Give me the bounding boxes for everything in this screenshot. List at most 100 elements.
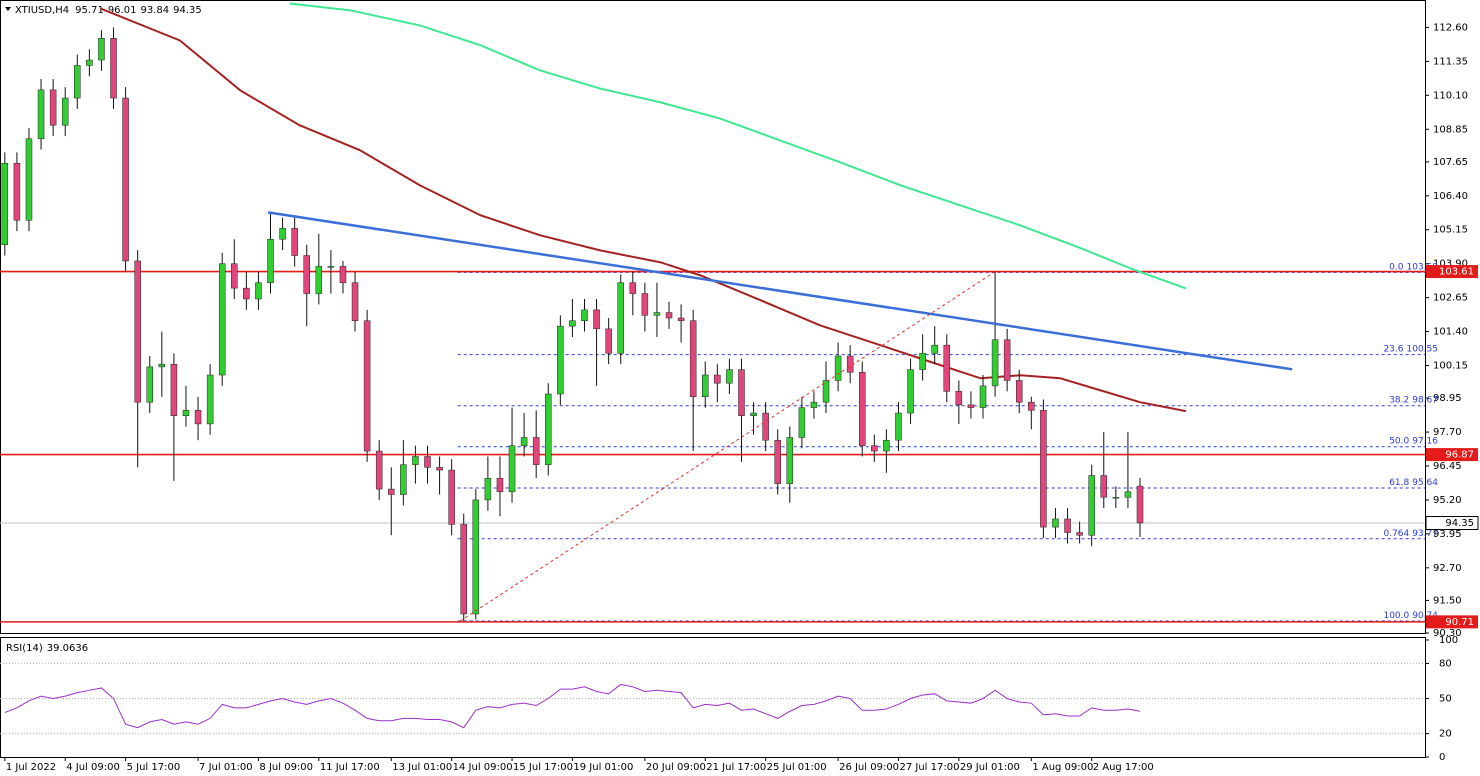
candle-body xyxy=(436,467,443,471)
chart-header: XTIUSD,H4 95.71 96.01 93.84 94.35 xyxy=(15,5,202,16)
candle-body xyxy=(146,366,153,403)
y-tick-label: 106.40 xyxy=(1433,191,1468,202)
fib-ratio: 61.8 xyxy=(1389,477,1409,487)
candle-body xyxy=(822,380,830,403)
candle-body xyxy=(1052,518,1059,528)
candle-body xyxy=(702,374,709,397)
candle-body xyxy=(738,369,745,417)
candle-body xyxy=(424,456,431,468)
price-panel-frame xyxy=(0,0,1426,634)
x-tick-label: 20 Jul 09:00 xyxy=(646,762,706,773)
fib-price: 100.55 xyxy=(1407,344,1439,354)
candle-body xyxy=(677,317,685,321)
candle-body xyxy=(907,369,914,414)
price-tag xyxy=(1426,265,1478,279)
candle-body xyxy=(1112,496,1120,499)
price-tag-label: 103.61 xyxy=(1439,267,1474,278)
candle-body xyxy=(786,437,794,484)
candle-body xyxy=(49,89,57,126)
candle-body xyxy=(665,312,673,319)
fib-ratio: 0.0 xyxy=(1389,262,1404,272)
header-arrow xyxy=(5,7,11,11)
fib-label: 61.8 95.64 xyxy=(1389,477,1438,487)
header-close: 94.35 xyxy=(173,5,202,16)
candle-body xyxy=(714,374,721,384)
candle-body xyxy=(532,437,540,465)
fib-ratio: 100.0 xyxy=(1383,611,1409,621)
candle-body xyxy=(182,410,190,417)
candle-body xyxy=(798,407,806,438)
rsi-y-tick-label: 100 xyxy=(1439,635,1458,646)
candle-body xyxy=(593,309,600,330)
candle-body xyxy=(400,464,407,495)
candle-body xyxy=(460,524,467,615)
candle-body xyxy=(496,477,504,493)
fib-price: 97.16 xyxy=(1412,436,1438,446)
candle-body xyxy=(967,404,975,408)
y-tick-label: 90.30 xyxy=(1433,628,1462,639)
x-tick-label: 27 Jul 17:00 xyxy=(899,762,959,773)
candle-body xyxy=(557,325,564,395)
rsi-y-tick-label: 80 xyxy=(1439,658,1452,669)
y-tick-label: 96.45 xyxy=(1433,461,1462,472)
x-tick-label: 4 Jul 09:00 xyxy=(66,762,120,773)
candle-body xyxy=(351,282,359,321)
price-tag xyxy=(1426,448,1478,462)
rsi-y-tick-label: 20 xyxy=(1439,729,1452,740)
candle-body xyxy=(158,363,166,368)
candle-body xyxy=(484,477,492,501)
candle-body xyxy=(74,65,81,99)
x-tick-label: 19 Jul 01:00 xyxy=(573,762,633,773)
candle-body xyxy=(569,320,576,327)
candle-body xyxy=(919,353,926,370)
candle-body xyxy=(858,372,866,446)
candle-body xyxy=(375,450,383,490)
y-tick-label: 107.65 xyxy=(1433,157,1468,168)
y-tick-label: 103.90 xyxy=(1433,259,1468,270)
candle-body xyxy=(267,239,274,283)
x-tick-label: 1 Jul 2022 xyxy=(6,762,56,773)
candle-body xyxy=(1028,401,1035,411)
candle-body xyxy=(943,344,951,392)
candle-body xyxy=(243,287,250,300)
candle-body xyxy=(810,401,818,408)
candle-body xyxy=(122,97,129,262)
symbol: XTIUSD,H4 xyxy=(15,5,69,16)
candle-body xyxy=(231,263,238,289)
candle-body xyxy=(750,412,757,417)
candle-body xyxy=(605,328,612,354)
trend-line xyxy=(459,271,995,622)
candle-body xyxy=(194,410,202,425)
candle-body xyxy=(218,263,226,376)
header-high: 96.01 xyxy=(108,5,137,16)
fib-label: 0.0 103.58 xyxy=(1389,262,1438,272)
candle-body xyxy=(1015,380,1023,403)
x-tick-label: 21 Jul 17:00 xyxy=(706,762,766,773)
candle-body xyxy=(508,445,516,493)
candle-body xyxy=(110,38,117,99)
candle-body xyxy=(834,355,842,381)
candle-body xyxy=(617,282,624,354)
candle-body xyxy=(1088,475,1095,536)
candle-body xyxy=(545,393,552,465)
y-tick-label: 102.65 xyxy=(1433,293,1468,304)
fib-ratio: 38.2 xyxy=(1389,395,1409,405)
y-tick-label: 93.95 xyxy=(1433,529,1462,540)
candle-body xyxy=(98,38,105,61)
candle-body xyxy=(86,59,93,66)
candle-body xyxy=(1124,491,1132,498)
fib-price: 103.58 xyxy=(1407,262,1439,272)
y-tick-label: 112.60 xyxy=(1433,22,1468,33)
candle-body xyxy=(412,456,419,465)
x-tick-label: 11 Jul 17:00 xyxy=(320,762,380,773)
candle-body xyxy=(134,260,141,403)
rsi-panel-frame xyxy=(0,637,1426,758)
candle-body xyxy=(1100,475,1108,498)
candle-body xyxy=(472,499,480,615)
candle-body xyxy=(726,369,733,384)
fib-ratio: 23.6 xyxy=(1383,344,1403,354)
x-tick-label: 14 Jul 09:00 xyxy=(453,762,513,773)
x-tick-label: 13 Jul 01:00 xyxy=(392,762,452,773)
x-tick-label: 29 Jul 01:00 xyxy=(960,762,1020,773)
